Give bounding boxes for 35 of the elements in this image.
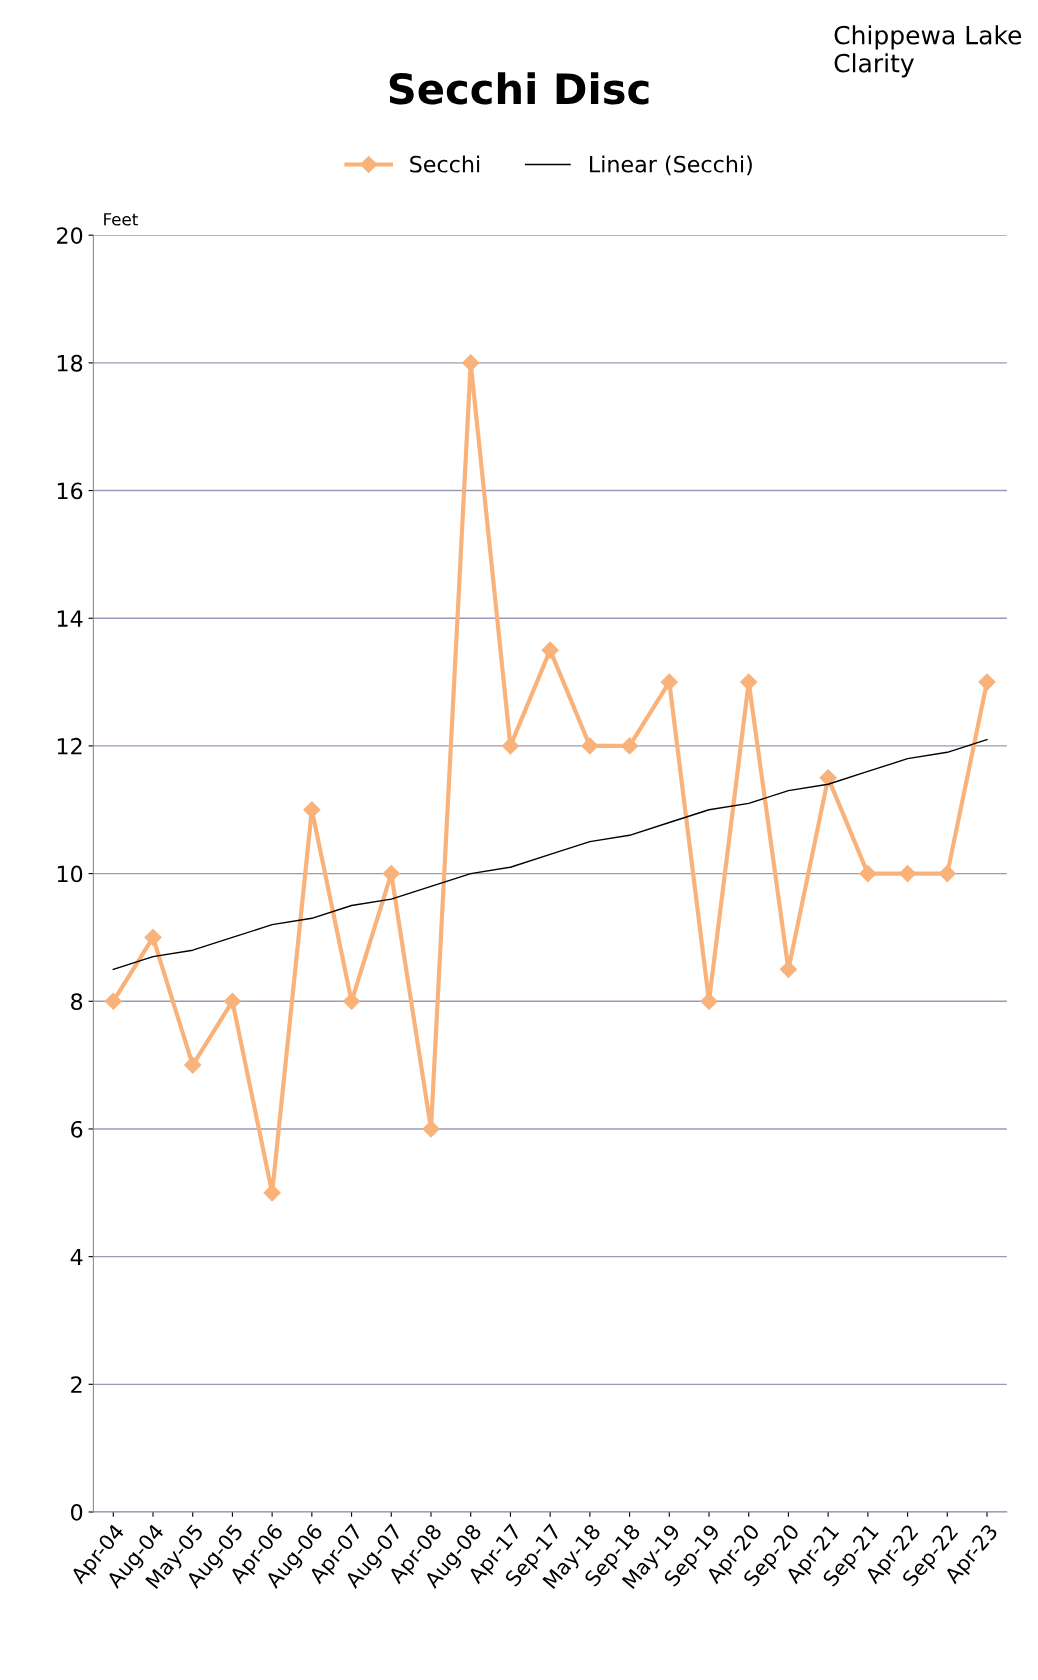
legend-label: Linear (Secchi) (590, 155, 752, 176)
point (541, 641, 559, 659)
y-tick-label: 4 (70, 1248, 83, 1266)
y-tick-label: 20 (57, 227, 83, 244)
y-axis-title: Feet (104, 213, 138, 226)
point (462, 354, 480, 372)
point (581, 737, 599, 755)
chart-title: Secchi Disc (389, 72, 649, 105)
y-tick-label: 6 (71, 1120, 83, 1138)
text: Chippewa Lake Clarity (834, 25, 1022, 78)
point (938, 865, 956, 883)
point (263, 1184, 281, 1202)
line-series (112, 738, 988, 971)
point (621, 737, 639, 755)
point (978, 673, 996, 691)
y-tick-label: 0 (71, 1503, 83, 1521)
y-tick-label: 14 (57, 610, 83, 627)
y-tick-label: 10 (57, 865, 83, 883)
point (422, 1120, 440, 1138)
y-tick-label: 18 (57, 354, 83, 372)
point (819, 769, 837, 787)
point (223, 992, 241, 1010)
point (740, 673, 758, 691)
legend-label: Secchi (410, 155, 480, 173)
y-tick-label: 12 (57, 737, 82, 755)
point (104, 992, 122, 1010)
y-tick-label: 2 (71, 1376, 82, 1393)
point (184, 1056, 202, 1074)
point (144, 928, 162, 946)
point (899, 865, 917, 883)
point (501, 737, 519, 755)
point (660, 673, 678, 691)
point (859, 865, 877, 883)
y-tick-label: 8 (71, 993, 83, 1011)
y-tick-label: 16 (57, 482, 83, 500)
